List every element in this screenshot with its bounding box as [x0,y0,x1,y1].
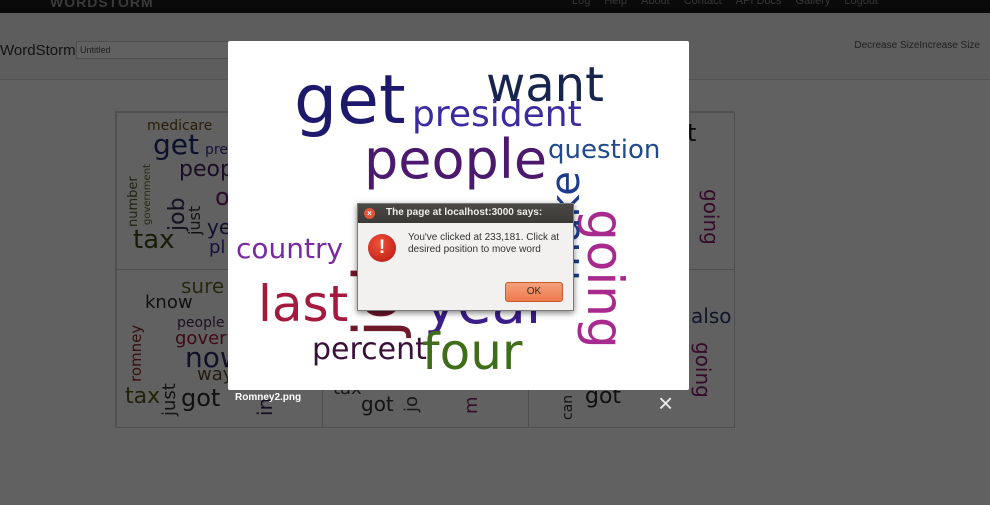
alert-dialog: × The page at localhost:3000 says: ! You… [357,203,574,311]
word-four[interactable]: four [422,323,523,381]
error-icon: ! [368,234,396,262]
word-percent[interactable]: percent [312,332,427,367]
dialog-title: The page at localhost:3000 says: [386,207,543,218]
word-want[interactable]: want [486,57,604,113]
word-get[interactable]: get [294,61,406,140]
dialog-titlebar: × The page at localhost:3000 says: [358,204,573,223]
word-last[interactable]: last [258,275,349,333]
word-country[interactable]: country [236,232,344,265]
dialog-close-icon[interactable]: × [364,208,375,219]
word-president[interactable]: president [412,94,582,135]
lightbox-caption: Romney2.png [235,392,302,403]
word-people[interactable]: people [364,128,548,191]
ok-button[interactable]: OK [505,282,563,302]
dialog-message: You've clicked at 233,181. Click at desi… [408,232,560,255]
lightbox-image[interactable]: get want president people question count… [228,41,689,390]
word-question[interactable]: question [548,135,661,165]
lightbox-close-icon[interactable]: × [658,388,674,418]
